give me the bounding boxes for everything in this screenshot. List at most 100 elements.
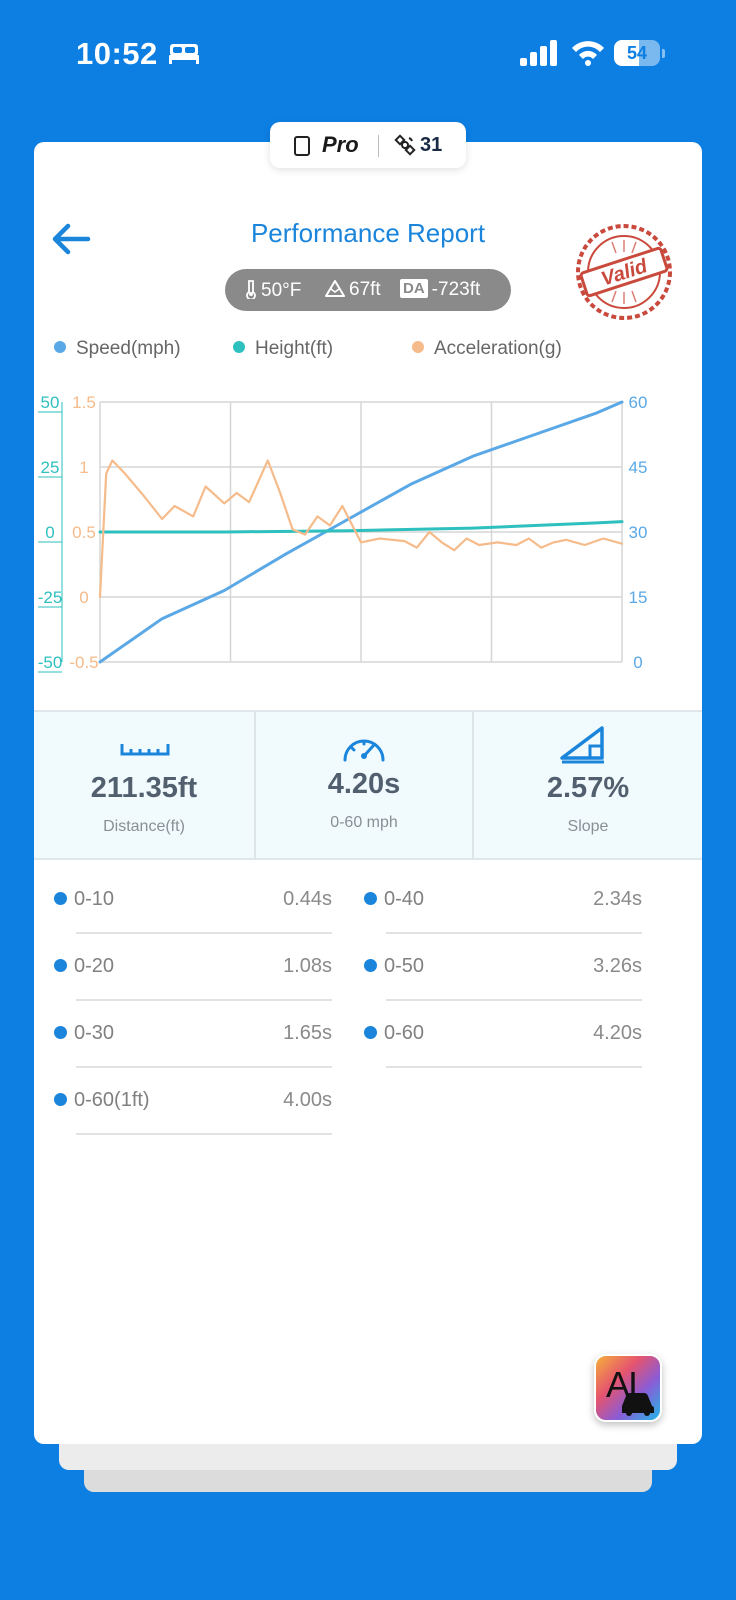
height-axis-label: 0 (45, 523, 54, 542)
split-name: 0-30 (74, 1022, 115, 1044)
chart-legend: Speed(mph) Height(ft) Acceleration(g) (34, 338, 702, 368)
battery-indicator: 54 (614, 40, 665, 66)
split-name: 0-60 (384, 1022, 425, 1044)
split-row: 0-30 1.65s (54, 1002, 332, 1068)
acceleration-axis-label: 1.5 (72, 393, 96, 412)
split-bullet (54, 959, 67, 972)
stats-divider (254, 712, 256, 858)
split-divider (386, 1066, 642, 1068)
split-bullet (54, 1026, 67, 1039)
split-name: 0-20 (74, 955, 115, 977)
split-row: 0-20 1.08s (54, 935, 332, 1001)
legend-height-label: Height(ft) (255, 338, 334, 359)
bed-icon (169, 44, 199, 64)
split-name: 0-40 (384, 888, 425, 910)
slope-icon (560, 726, 604, 764)
speedometer-icon (343, 739, 385, 762)
speed-axis-label: 60 (629, 393, 648, 412)
speed-axis-label: 15 (629, 588, 648, 607)
legend-speed[interactable]: Speed(mph) (54, 338, 181, 360)
zero-to-sixty-value: 4.20s (327, 768, 401, 800)
page-title: Performance Report (250, 218, 486, 248)
device-icon (294, 136, 310, 156)
split-divider (76, 999, 332, 1001)
status-time: 10:52 (76, 36, 158, 71)
slope-stat: 2.57% Slope (474, 712, 702, 858)
distance-stat: 211.35ft Distance(ft) (34, 712, 254, 858)
acceleration-axis-label: 0 (79, 588, 88, 607)
thermometer-icon (246, 280, 256, 301)
speed-axis-label: 30 (629, 523, 648, 542)
ruler-icon (120, 744, 170, 756)
split-time: 1.08s (283, 955, 332, 977)
da-label: DA (400, 279, 428, 298)
split-bullet (54, 1093, 67, 1106)
split-bullet (54, 892, 67, 905)
split-bullet (364, 892, 377, 905)
split-row: 0-40 2.34s (364, 868, 642, 934)
slope-value: 2.57% (546, 772, 630, 804)
altitude-value: 67ft (349, 279, 381, 300)
legend-acceleration-dot (412, 341, 424, 353)
battery-percent: 54 (626, 43, 648, 63)
distance-value: 211.35ft (90, 772, 198, 804)
acceleration-axis-label: 1 (79, 458, 88, 477)
height-line (98, 520, 624, 534)
acceleration-line (98, 459, 624, 599)
stats-divider (472, 712, 474, 858)
split-bullet (364, 1026, 377, 1039)
speed-axis-label: 0 (633, 653, 642, 672)
altitude-item: 67ft (325, 279, 381, 301)
slope-label: Slope (567, 818, 609, 835)
legend-speed-dot (54, 341, 66, 353)
split-divider (76, 1133, 332, 1135)
split-divider (76, 1066, 332, 1068)
ai-assistant-button[interactable]: AI (594, 1354, 662, 1422)
performance-chart: 50 25 0 -25 -50 1.5 1 0.5 0 -0.5 60 45 30 15 0 (38, 393, 648, 673)
zero-to-sixty-stat: 4.20s 0-60 mph (256, 712, 472, 858)
pill-divider (378, 135, 379, 157)
mountain-icon (325, 280, 345, 297)
height-axis-label: 50 (41, 393, 60, 412)
temperature-value: 50°F (261, 280, 302, 301)
legend-acceleration-label: Acceleration(g) (434, 338, 562, 359)
temperature-item: 50°F (245, 279, 301, 302)
split-time: 4.20s (593, 1022, 642, 1044)
back-arrow-icon[interactable] (48, 216, 94, 262)
status-bar: 10:52 54 (0, 0, 736, 110)
height-axis-label: -25 (38, 588, 63, 607)
car-icon (622, 1393, 654, 1416)
wifi-icon (572, 41, 604, 66)
cellular-signal-icon (520, 40, 557, 66)
split-row: 0-10 0.44s (54, 868, 332, 934)
split-row: 0-60(1ft) 4.00s (54, 1069, 332, 1135)
density-altitude-value: -723ft (431, 279, 481, 300)
split-name: 0-50 (384, 955, 425, 977)
pro-label: Pro (322, 132, 359, 157)
conditions-pill: 50°F 67ft DA -723ft (225, 269, 511, 311)
height-axis-label: 25 (41, 458, 60, 477)
split-row: 0-60 4.20s (364, 1002, 642, 1068)
acceleration-axis-label: -0.5 (69, 653, 98, 672)
legend-acceleration[interactable]: Acceleration(g) (412, 338, 562, 360)
split-name: 0-10 (74, 888, 115, 910)
legend-speed-label: Speed(mph) (76, 338, 181, 359)
legend-height[interactable]: Height(ft) (233, 338, 333, 360)
device-status-pill[interactable]: Pro 31 (270, 122, 466, 168)
height-axis-label: -50 (38, 653, 63, 672)
valid-stamp: Valid (576, 224, 672, 320)
density-altitude-item: DA -723ft (400, 279, 480, 301)
satellite-icon (394, 134, 416, 156)
distance-label: Distance(ft) (103, 818, 185, 835)
split-name: 0-60(1ft) (74, 1089, 150, 1111)
split-row: 0-50 3.26s (364, 935, 642, 1001)
zero-to-sixty-label: 0-60 mph (330, 814, 398, 831)
satellite-count: 31 (420, 134, 443, 156)
split-divider (76, 932, 332, 934)
split-bullet (364, 959, 377, 972)
split-time: 1.65s (283, 1022, 332, 1044)
legend-height-dot (233, 341, 245, 353)
report-card: Performance Report 50°F 67ft DA -723ft V (34, 142, 702, 1444)
speed-axis-label: 45 (629, 458, 648, 477)
split-time: 4.00s (283, 1089, 332, 1111)
